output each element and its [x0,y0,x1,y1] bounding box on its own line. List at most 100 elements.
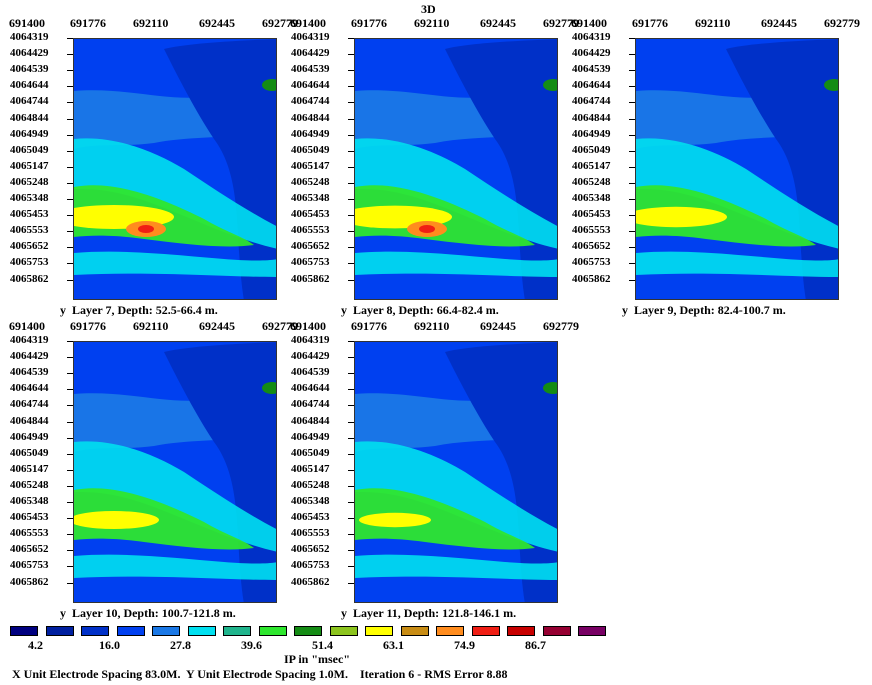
y-tick-label: 4065553 [10,527,49,540]
legend-swatch [152,626,180,636]
y-tick-mark [67,263,73,265]
y-tick-label: 4065652 [291,543,330,556]
x-tick-label: 691400 [571,16,607,30]
y-tick-label: 4065862 [10,575,49,588]
y-tick-label: 4064949 [572,127,611,140]
y-tick-mark [348,38,354,39]
cyan-lower-band [636,251,838,277]
y-tick-label: 4065348 [291,495,330,507]
y-tick-mark [67,102,73,104]
y-tick-label: 4065862 [291,272,330,285]
y-tick-label: 4065248 [10,175,49,188]
y-tick-mark [629,215,635,217]
cyan-lower-band [74,251,276,277]
y-tick-mark [67,357,73,359]
y-tick-label: 4065348 [291,192,330,204]
x-tick-label: 692445 [480,319,516,333]
y-tick-label: 4064539 [572,63,611,76]
y-tick-label: 4065753 [572,256,611,269]
y-tick-label: 4064644 [572,79,611,92]
y-tick-mark [67,70,73,72]
green-band [74,488,254,550]
x-tick-label: 692110 [414,319,450,333]
y-tick-label: 4064844 [572,111,611,124]
y-tick-mark [348,534,354,536]
axis-letter: y [341,606,347,620]
y-tick-label: 4064539 [291,63,330,76]
x-tick-label: 692110 [414,16,450,30]
y-tick-label: 4064949 [291,430,330,443]
y-tick-label: 4064319 [291,334,330,346]
y-tick-mark [67,389,73,391]
x-tick-label: 691400 [290,319,326,333]
y-tick-label: 4065553 [291,224,330,237]
x-tick-label: 692445 [480,16,516,30]
y-tick-mark [67,469,73,471]
legend-swatch [45,626,74,636]
y-tick-mark [348,70,354,72]
y-tick-mark [629,134,635,136]
y-tick-mark [348,263,354,265]
panel-caption: Layer 11, Depth: 121.8-146.1 m. [353,606,517,620]
y-tick-mark [629,86,635,88]
y-tick-label: 4065049 [10,446,49,459]
x-tick-label: 691776 [351,319,387,333]
y-tick-mark [629,231,635,233]
y-tick-mark [348,566,354,568]
heatmap-svg [74,342,276,602]
cyan-lower-band [355,554,557,580]
x-tick-label: 692110 [133,319,169,333]
heatmap-panel [73,341,277,603]
x-tick-label: 692779 [824,16,860,30]
y-tick-label: 4064539 [10,366,49,379]
y-tick-mark [67,341,73,342]
y-tick-label: 4064844 [291,111,330,124]
y-tick-label: 4064429 [291,350,330,363]
x-tick-label: 691400 [9,319,45,333]
y-tick-label: 4064319 [572,31,611,43]
x-tick-label: 692779 [543,319,579,333]
y-tick-mark [67,566,73,568]
y-tick-label: 4065553 [572,224,611,237]
panel-caption: Layer 8, Depth: 66.4-82.4 m. [353,303,499,317]
legend-swatch [365,626,393,636]
y-tick-mark [629,118,635,120]
legend-value-label: 63.1 [383,638,404,652]
legend-swatch [542,626,571,636]
y-tick-mark [67,453,73,455]
y-tick-label: 4065147 [572,159,611,172]
red-anomaly [138,225,154,233]
y-tick-mark [348,247,354,249]
y-tick-label: 4064429 [291,47,330,60]
y-tick-mark [348,215,354,217]
y-tick-mark [629,38,635,39]
y-tick-mark [348,518,354,520]
legend-value-label: 4.2 [28,638,43,652]
y-tick-label: 4065348 [10,192,49,204]
y-tick-mark [348,421,354,423]
footer-info: X Unit Electrode Spacing 83.0M. Y Unit E… [12,667,508,681]
y-tick-mark [348,199,354,200]
y-tick-label: 4065248 [10,478,49,491]
y-tick-mark [629,166,635,168]
y-tick-mark [348,231,354,233]
y-tick-mark [348,469,354,471]
y-tick-label: 4065753 [291,256,330,269]
y-tick-label: 4064744 [291,398,330,411]
y-tick-mark [67,247,73,249]
legend-value-label: 27.8 [170,638,191,652]
x-tick-label: 692779 [543,16,579,30]
y-tick-mark [348,502,354,503]
y-tick-label: 4064644 [291,382,330,395]
legend-swatch [294,626,322,636]
y-tick-mark [67,182,73,184]
y-tick-mark [348,582,354,584]
legend-swatch [436,626,464,636]
y-tick-label: 4065049 [291,143,330,156]
heatmap-panel [354,38,558,300]
y-tick-mark [348,550,354,552]
y-tick-mark [67,534,73,536]
y-tick-mark [348,389,354,391]
y-tick-label: 4065348 [10,495,49,507]
panel-caption: Layer 7, Depth: 52.5-66.4 m. [72,303,218,317]
